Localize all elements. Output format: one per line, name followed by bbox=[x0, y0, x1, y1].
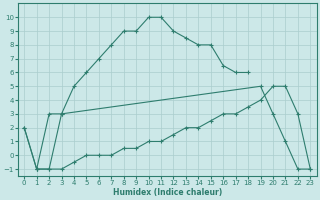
X-axis label: Humidex (Indice chaleur): Humidex (Indice chaleur) bbox=[113, 188, 222, 197]
